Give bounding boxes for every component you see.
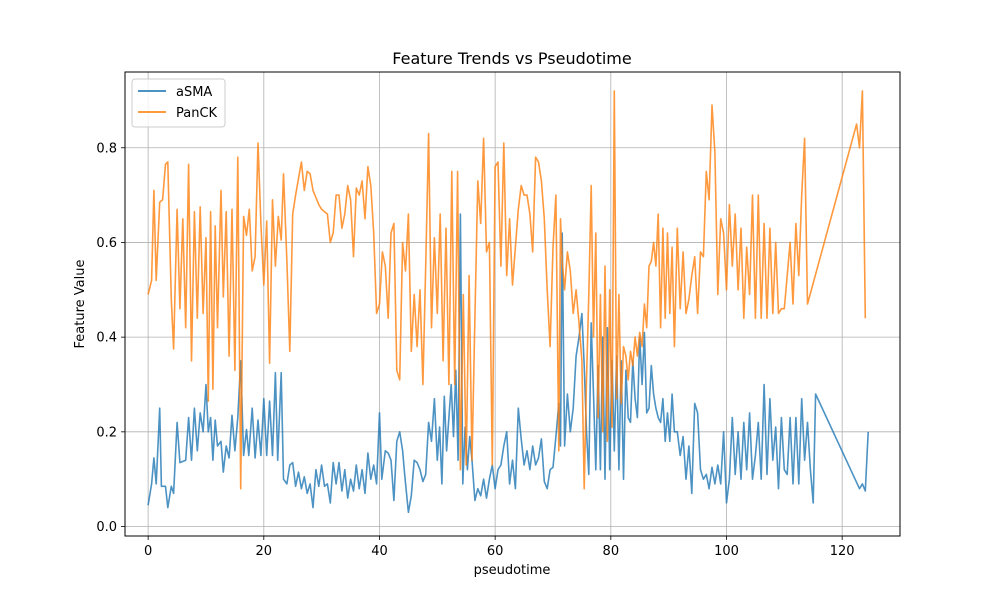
legend-label-panck: PanCK xyxy=(176,106,218,121)
y-axis-label: Feature Value xyxy=(73,260,88,349)
x-axis-label: pseudotime xyxy=(474,563,551,578)
legend: aSMA PanCK xyxy=(131,78,226,128)
y-tick-label: 0.8 xyxy=(96,141,117,156)
y-tick-label: 0.2 xyxy=(96,425,117,440)
x-tick-label: 0 xyxy=(144,544,152,559)
series-line-panck xyxy=(147,90,867,490)
series-line-asma xyxy=(147,213,869,514)
series-group xyxy=(147,90,869,514)
y-tick-label: 0.0 xyxy=(96,520,117,535)
plot-frame xyxy=(124,71,901,537)
x-tick-label: 40 xyxy=(371,544,388,559)
x-tick-label: 120 xyxy=(830,544,855,559)
x-tick-label: 80 xyxy=(603,544,620,559)
x-tick-label: 100 xyxy=(714,544,739,559)
x-axis-ticks: 0 20 40 60 80 100 120 xyxy=(144,536,855,559)
x-tick-label: 60 xyxy=(487,544,504,559)
legend-label-asma: aSMA xyxy=(176,85,212,100)
y-tick-label: 0.4 xyxy=(96,331,117,346)
x-tick-label: 20 xyxy=(256,544,273,559)
y-axis-ticks: 0.0 0.2 0.4 0.6 0.8 xyxy=(96,141,125,535)
y-tick-label: 0.6 xyxy=(96,236,117,251)
chart-title: Feature Trends vs Pseudotime xyxy=(392,49,631,68)
